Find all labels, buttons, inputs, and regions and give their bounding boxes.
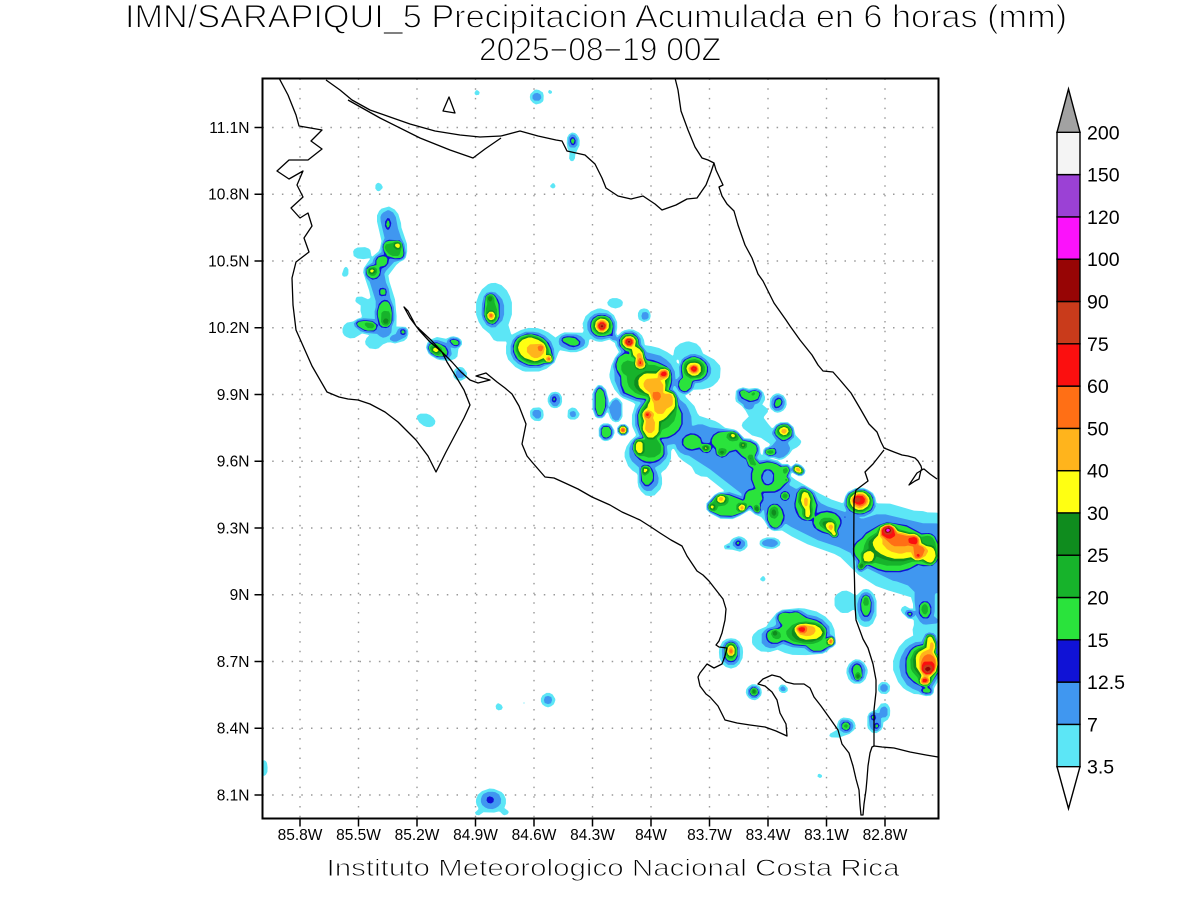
svg-text:30: 30 — [1087, 503, 1109, 525]
svg-text:8.4N: 8.4N — [217, 721, 250, 738]
svg-text:15: 15 — [1087, 630, 1109, 652]
svg-text:82.8W: 82.8W — [863, 827, 908, 844]
svg-text:200: 200 — [1087, 122, 1120, 144]
svg-text:85.2W: 85.2W — [395, 827, 440, 844]
svg-text:85.8W: 85.8W — [278, 827, 323, 844]
svg-text:10.2N: 10.2N — [208, 320, 249, 337]
svg-text:100: 100 — [1087, 249, 1120, 271]
svg-text:IMN/SARAPIQUI_5 Precipitacion: IMN/SARAPIQUI_5 Precipitacion Acumulada … — [125, 0, 1067, 35]
svg-text:40: 40 — [1087, 461, 1109, 483]
svg-text:3.5: 3.5 — [1087, 757, 1114, 779]
svg-text:9N: 9N — [230, 587, 250, 604]
svg-text:50: 50 — [1087, 418, 1109, 440]
svg-text:10.5N: 10.5N — [208, 253, 249, 270]
svg-text:9.3N: 9.3N — [217, 520, 250, 537]
svg-text:120: 120 — [1087, 207, 1120, 229]
svg-text:8.1N: 8.1N — [217, 787, 250, 804]
svg-text:84W: 84W — [635, 827, 667, 844]
svg-text:25: 25 — [1087, 545, 1109, 567]
svg-text:9.9N: 9.9N — [217, 387, 250, 404]
svg-text:10.8N: 10.8N — [208, 187, 249, 204]
svg-text:83.1W: 83.1W — [804, 827, 849, 844]
svg-text:Instituto Meteorologico Nacion: Instituto Meteorologico Nacional Costa R… — [327, 855, 900, 882]
svg-text:75: 75 — [1087, 334, 1109, 356]
svg-text:85.5W: 85.5W — [336, 827, 381, 844]
svg-text:60: 60 — [1087, 376, 1109, 398]
svg-text:83.4W: 83.4W — [746, 827, 791, 844]
svg-text:20: 20 — [1087, 588, 1109, 610]
svg-text:8.7N: 8.7N — [217, 654, 250, 671]
svg-text:12.5: 12.5 — [1087, 672, 1125, 694]
svg-text:150: 150 — [1087, 165, 1120, 187]
svg-text:11.1N: 11.1N — [209, 120, 249, 137]
svg-text:84.6W: 84.6W — [512, 827, 557, 844]
svg-text:83.7W: 83.7W — [687, 827, 732, 844]
svg-text:84.3W: 84.3W — [570, 827, 615, 844]
svg-text:2025−08−19 00Z: 2025−08−19 00Z — [479, 32, 721, 68]
svg-text:90: 90 — [1087, 292, 1109, 314]
svg-text:7: 7 — [1087, 714, 1098, 736]
svg-text:9.6N: 9.6N — [217, 454, 250, 471]
svg-text:84.9W: 84.9W — [453, 827, 498, 844]
